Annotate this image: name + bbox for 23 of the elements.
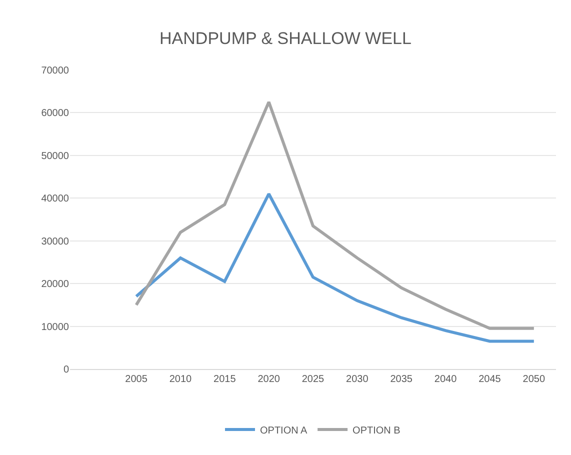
x-tick-label: 2020: [258, 374, 280, 385]
chart-title: HANDPUMP & SHALLOW WELL: [160, 28, 412, 48]
y-tick-label: 40000: [41, 194, 70, 205]
x-tick-label: 2050: [522, 374, 546, 385]
y-tick-label: 70000: [41, 66, 70, 76]
line-series: [134, 100, 536, 330]
y-tick-label: 10000: [41, 322, 70, 333]
x-tick-label: 2030: [346, 374, 369, 385]
x-tick-label: 2010: [169, 374, 192, 385]
y-tick-label: 30000: [41, 236, 70, 248]
legend-label: OPTION B: [352, 425, 401, 436]
y-tick-label: 60000: [41, 108, 70, 120]
x-tick-label: 2040: [434, 374, 458, 385]
x-tick-label: 2045: [478, 374, 502, 385]
x-tick-label: 2025: [302, 374, 325, 385]
x-tick-label: 2005: [125, 374, 148, 385]
x-tick-label: 2035: [390, 374, 413, 385]
y-tick-label: 20000: [41, 279, 70, 290]
line-series: [134, 192, 536, 343]
x-tick-label: 2015: [214, 374, 236, 385]
y-tick-label: 0: [63, 364, 70, 376]
y-tick-label: 50000: [41, 150, 70, 162]
legend-label: OPTION A: [260, 425, 308, 436]
